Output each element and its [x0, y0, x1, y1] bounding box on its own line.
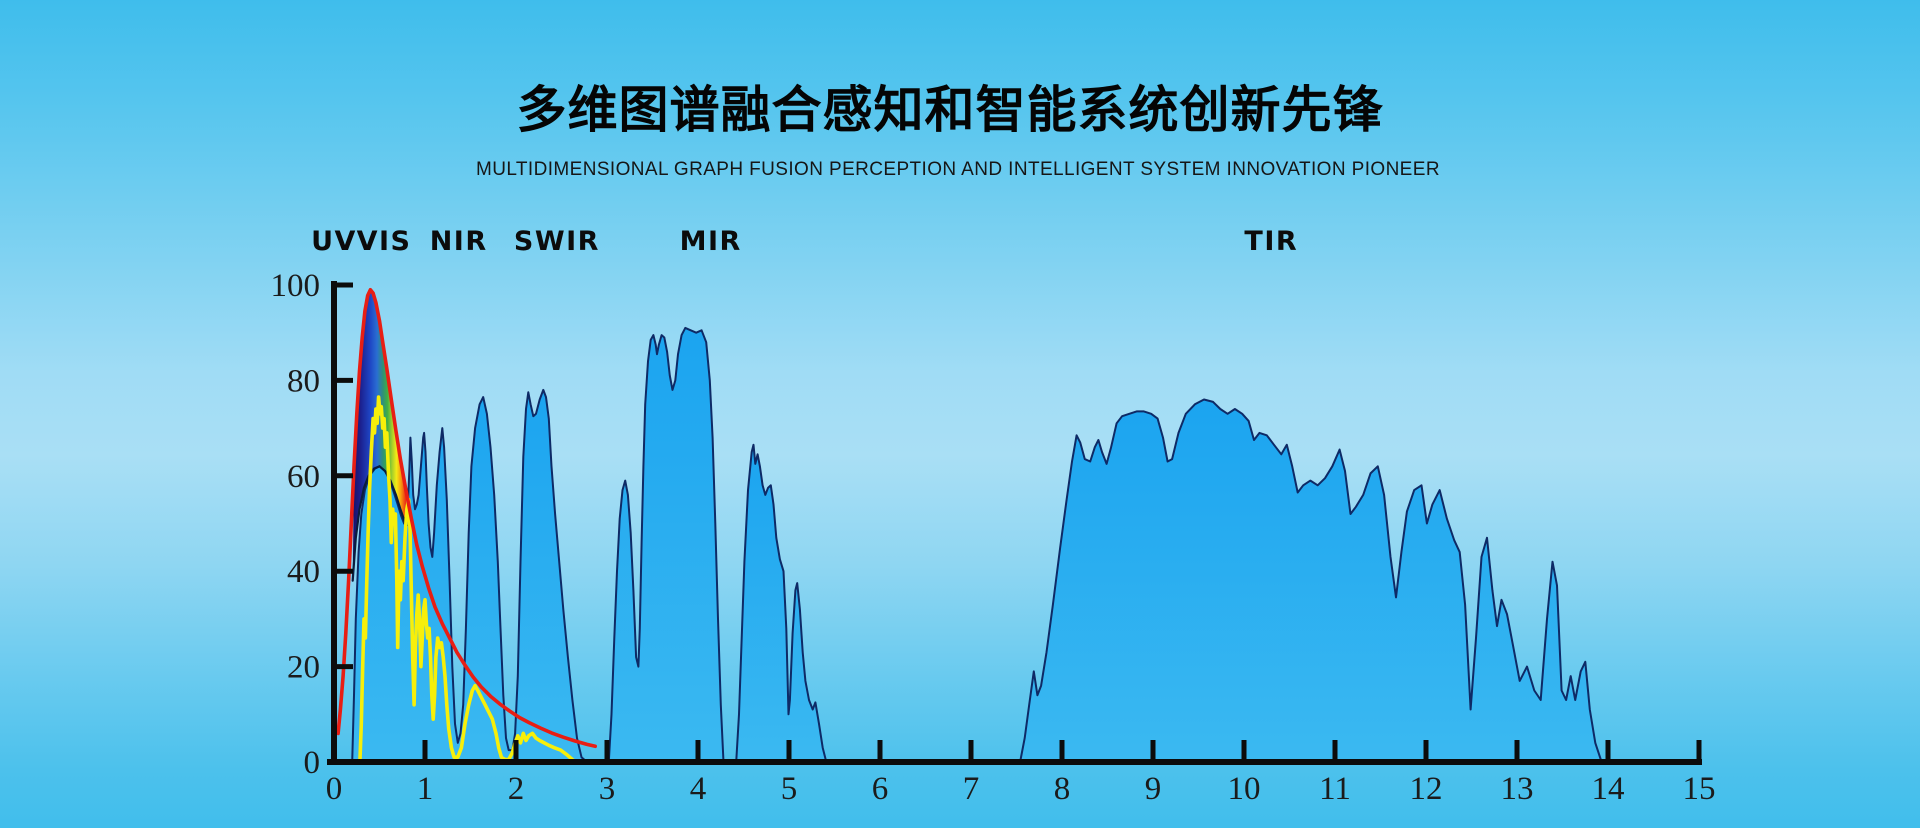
transmission-window-area-4 [1019, 398, 1603, 763]
y-tick-label-20: 20 [287, 650, 320, 686]
band-label-vis: VIS [357, 226, 412, 257]
x-tick-label-12: 12 [1410, 771, 1443, 807]
page-title: 多维图谱融合感知和智能系统创新先锋 [517, 81, 1384, 139]
spectral-curves-layer [336, 288, 597, 764]
visible-spectrum-rainbow-layer [351, 289, 408, 582]
labels-layer: 多维图谱融合感知和智能系统创新先锋 MULTIDIMENSIONAL GRAPH… [271, 81, 1716, 807]
band-label-nir: NIR [430, 226, 488, 257]
visible-window-arc-curve [351, 465, 408, 582]
x-tick-label-2: 2 [508, 771, 525, 807]
x-tick-label-5: 5 [781, 771, 798, 807]
axes-layer [327, 281, 1702, 765]
visible-spectrum-rainbow-area [352, 289, 407, 581]
x-tick-label-10: 10 [1228, 771, 1261, 807]
y-tick-label-100: 100 [271, 268, 321, 304]
solar-spectrum-curve [358, 395, 578, 764]
band-label-mir: MIR [680, 226, 742, 257]
y-tick-label-40: 40 [287, 554, 320, 590]
x-tick-label-0: 0 [326, 771, 343, 807]
y-tick-label-80: 80 [287, 363, 320, 399]
page-subtitle: MULTIDIMENSIONAL GRAPH FUSION PERCEPTION… [476, 159, 1440, 180]
x-tick-label-6: 6 [872, 771, 889, 807]
transmission-window-area-3 [735, 443, 828, 763]
x-tick-label-14: 14 [1592, 771, 1625, 807]
blackbody-envelope-curve [336, 288, 597, 749]
y-tick-label-0: 0 [304, 745, 321, 781]
transmission-window-area-2 [607, 326, 725, 763]
x-tick-label-1: 1 [417, 771, 434, 807]
x-tick-label-3: 3 [599, 771, 616, 807]
x-tick-label-9: 9 [1145, 771, 1162, 807]
transmission-windows-layer [351, 326, 1603, 763]
x-tick-label-15: 15 [1683, 771, 1716, 807]
band-label-tir: TIR [1244, 226, 1298, 257]
x-tick-label-8: 8 [1054, 771, 1071, 807]
band-label-swir: SWIR [514, 226, 600, 257]
x-tick-label-11: 11 [1319, 771, 1351, 807]
band-label-uv: UV [311, 226, 357, 257]
x-tick-label-13: 13 [1501, 771, 1534, 807]
x-tick-label-7: 7 [963, 771, 980, 807]
y-tick-label-60: 60 [287, 459, 320, 495]
transmission-window-area-1 [351, 388, 588, 763]
x-tick-label-4: 4 [690, 771, 707, 807]
